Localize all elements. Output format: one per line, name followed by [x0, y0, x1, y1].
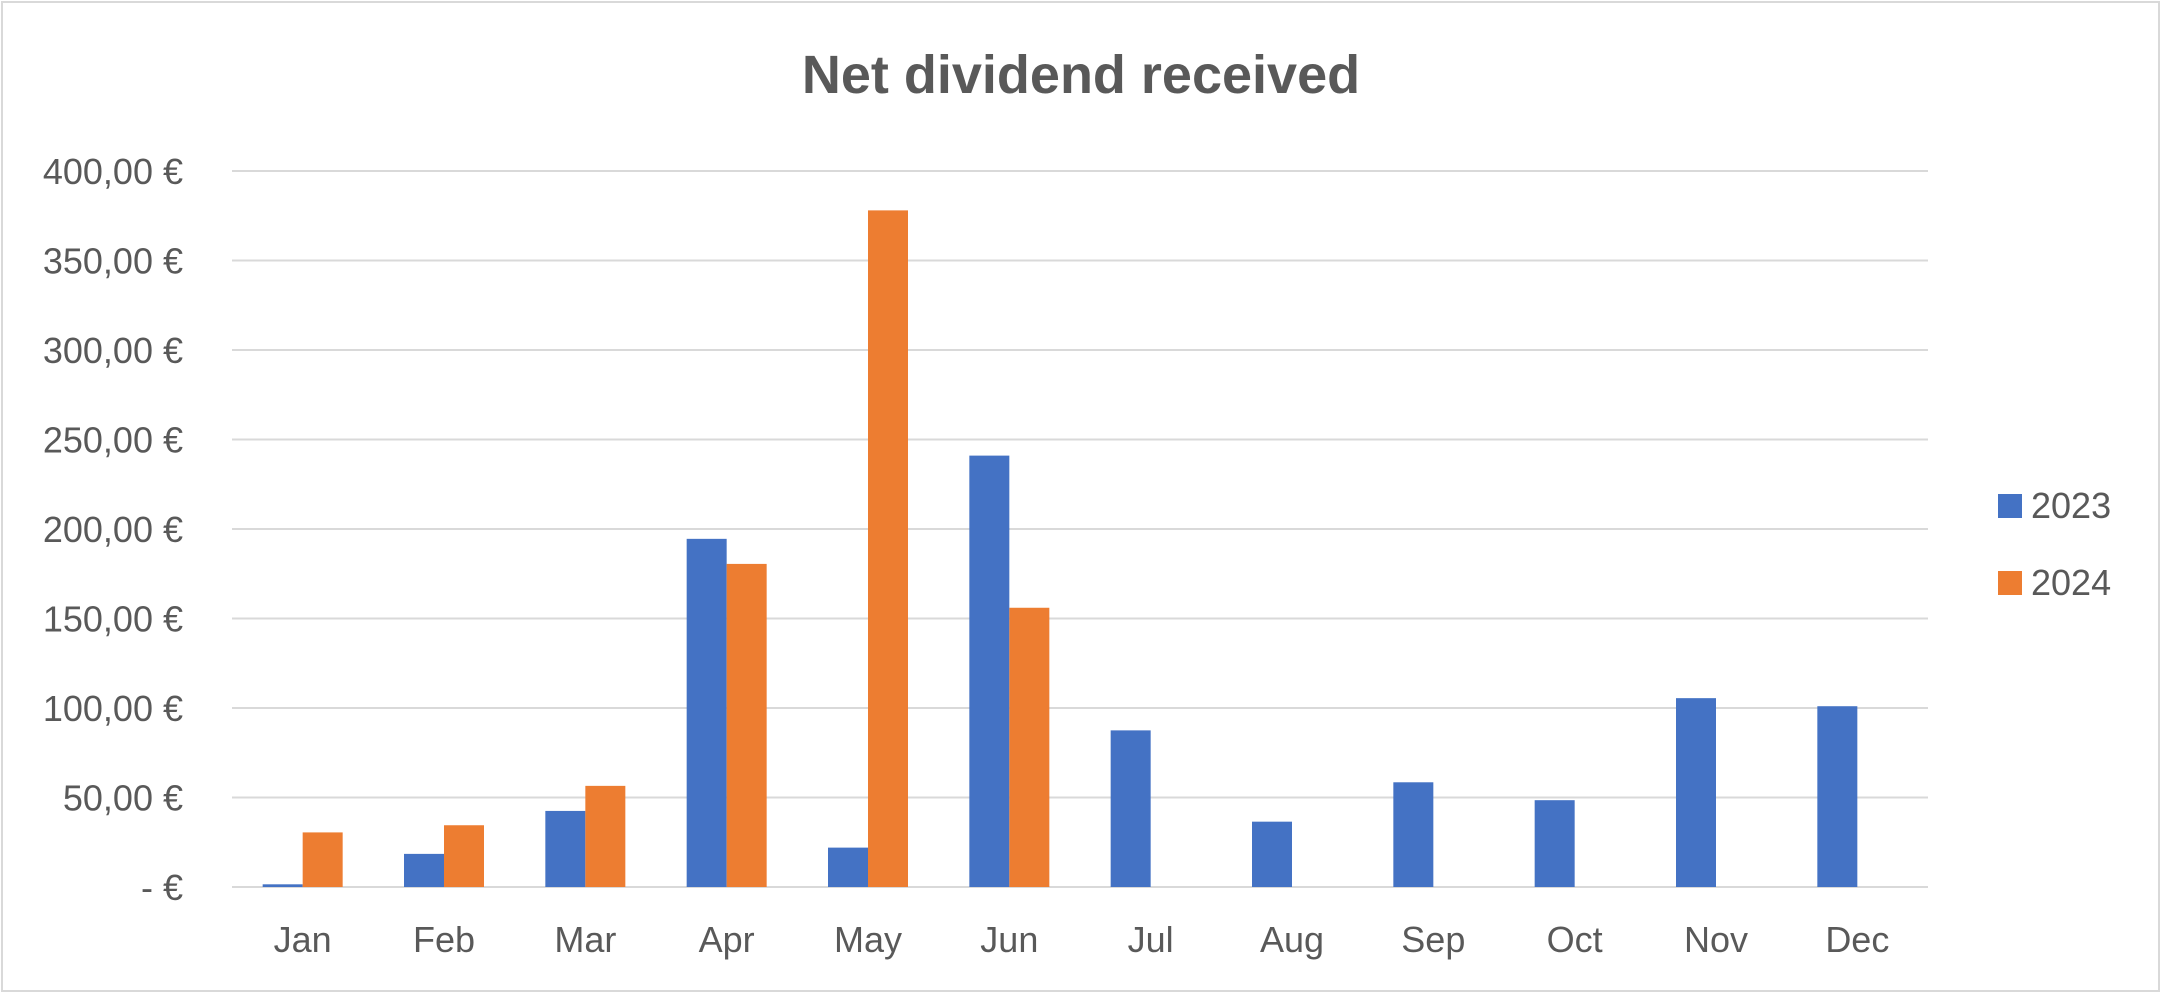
bar-2024-jan [302, 832, 343, 887]
y-tick-label: - € [141, 867, 183, 908]
chart-title: Net dividend received [802, 45, 1360, 105]
bar-2023-may [828, 847, 868, 887]
x-tick-label: Jun [980, 919, 1038, 960]
x-tick-label: Sep [1401, 919, 1465, 960]
x-tick-label: Nov [1684, 919, 1748, 960]
bars [262, 210, 1858, 887]
x-tick-label: Mar [554, 919, 616, 960]
legend-label-2024: 2024 [2031, 562, 2111, 603]
x-tick-label: Feb [413, 919, 475, 960]
bar-2023-dec [1817, 706, 1858, 887]
gridlines [232, 170, 1928, 888]
y-tick-label: 250,00 € [43, 420, 183, 461]
x-tick-label: Jul [1128, 919, 1174, 960]
bar-2023-mar [545, 810, 586, 887]
x-axis: Jan Feb Mar Apr May Jun Jul Aug Sep Oct Nov Dec [274, 919, 1890, 960]
bar-2023-apr [686, 538, 727, 887]
legend-swatch-2024 [1998, 571, 2022, 595]
legend-swatch-2023 [1998, 494, 2022, 518]
x-tick-label: Dec [1825, 919, 1889, 960]
legend-label-2023: 2023 [2031, 485, 2111, 526]
y-tick-label: 350,00 € [43, 241, 183, 282]
legend: 2023 2024 [1998, 485, 2111, 603]
y-tick-label: 100,00 € [43, 688, 183, 729]
bar-2023-feb [404, 853, 444, 887]
bar-2024-mar [585, 785, 626, 887]
x-tick-label: Oct [1547, 919, 1603, 960]
x-tick-label: May [834, 919, 902, 960]
y-tick-label: 300,00 € [43, 330, 183, 371]
x-tick-label: Jan [274, 919, 332, 960]
bar-2024-feb [444, 825, 484, 887]
x-tick-label: Aug [1260, 919, 1324, 960]
bar-2024-apr [726, 563, 767, 887]
y-tick-label: 150,00 € [43, 599, 183, 640]
bar-2023-jan [262, 884, 303, 887]
bar-2023-oct [1534, 800, 1575, 887]
bar-2023-nov [1676, 698, 1716, 887]
bar-2023-sep [1393, 782, 1434, 887]
bar-2023-aug [1252, 821, 1292, 887]
bar-2023-jul [1110, 730, 1151, 887]
bar-2023-jun [969, 455, 1010, 887]
y-tick-label: 50,00 € [63, 778, 183, 819]
bar-2024-may [868, 210, 908, 887]
y-tick-label: 200,00 € [43, 509, 183, 550]
bar-2024-jun [1009, 607, 1050, 887]
y-tick-label: 400,00 € [43, 151, 183, 192]
y-axis: - € 50,00 € 100,00 € 150,00 € 200,00 € 250,00… [43, 151, 183, 908]
x-tick-label: Apr [699, 919, 755, 960]
